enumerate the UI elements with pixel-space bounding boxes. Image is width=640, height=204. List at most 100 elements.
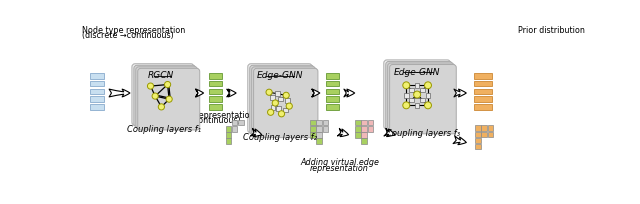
Circle shape (278, 111, 285, 117)
Bar (362, 120, 367, 125)
Text: Node type representation: Node type representation (81, 26, 185, 35)
Bar (209, 81, 222, 86)
Bar (90, 104, 104, 110)
Bar (278, 97, 283, 101)
Text: Edge-GNN: Edge-GNN (257, 71, 303, 80)
Bar (474, 96, 492, 102)
FancyBboxPatch shape (386, 61, 452, 131)
Bar (326, 104, 339, 110)
Bar (90, 81, 104, 86)
Bar (367, 126, 373, 132)
Bar (355, 132, 360, 138)
Circle shape (268, 109, 274, 115)
Text: Coupling layers f₂: Coupling layers f₂ (243, 133, 317, 142)
Bar (316, 139, 322, 144)
Bar (238, 120, 244, 125)
Circle shape (166, 96, 172, 102)
Circle shape (403, 102, 410, 109)
Bar (410, 88, 414, 92)
Bar (415, 93, 419, 98)
Bar (209, 89, 222, 94)
Bar (481, 125, 487, 131)
Bar (209, 104, 222, 110)
Bar (476, 138, 481, 143)
Circle shape (424, 82, 431, 89)
Bar (476, 144, 481, 149)
Bar (209, 96, 222, 102)
Bar (90, 96, 104, 102)
Bar (476, 125, 481, 131)
Text: Edge attribute representation: Edge attribute representation (135, 111, 255, 120)
Bar (232, 126, 237, 132)
FancyBboxPatch shape (390, 64, 456, 134)
Text: (discrete →continuous): (discrete →continuous) (81, 31, 173, 40)
Bar (323, 126, 328, 132)
Bar (326, 81, 339, 86)
Circle shape (164, 81, 171, 88)
Bar (420, 88, 425, 92)
FancyBboxPatch shape (252, 67, 316, 136)
Bar (326, 89, 339, 94)
Bar (474, 81, 492, 86)
FancyBboxPatch shape (138, 68, 200, 130)
Text: representation: representation (310, 164, 369, 173)
Bar (420, 98, 425, 102)
Bar (426, 93, 430, 98)
Bar (367, 120, 373, 125)
Bar (474, 89, 492, 94)
Bar (283, 108, 288, 112)
Bar (474, 73, 492, 79)
Bar (362, 132, 367, 138)
FancyBboxPatch shape (136, 67, 198, 129)
Bar (481, 132, 487, 137)
Text: Edge-GNN: Edge-GNN (394, 68, 440, 76)
Bar (310, 132, 316, 138)
Bar (410, 98, 414, 102)
Bar (232, 120, 237, 125)
Bar (415, 83, 419, 88)
Bar (209, 73, 222, 79)
FancyBboxPatch shape (384, 60, 451, 129)
Circle shape (403, 82, 410, 89)
Text: Coupling layers f₁: Coupling layers f₁ (127, 125, 202, 134)
FancyBboxPatch shape (132, 64, 194, 125)
Text: Adding virtual edge: Adding virtual edge (300, 159, 379, 167)
Text: (discrete →continuous): (discrete →continuous) (149, 116, 241, 125)
Bar (476, 132, 481, 137)
Bar (404, 93, 408, 98)
Bar (275, 91, 280, 96)
Bar (488, 125, 493, 131)
Bar (362, 139, 367, 144)
Bar (355, 120, 360, 125)
Circle shape (147, 83, 154, 89)
Bar (285, 98, 290, 103)
Bar (474, 104, 492, 110)
Circle shape (286, 103, 292, 109)
Bar (316, 126, 322, 132)
Text: Prior distribution: Prior distribution (518, 26, 585, 35)
Bar (271, 105, 275, 110)
Bar (415, 103, 419, 108)
Bar (270, 95, 275, 100)
Bar (326, 96, 339, 102)
Bar (355, 126, 360, 132)
Circle shape (283, 92, 289, 98)
Bar (326, 73, 339, 79)
Circle shape (272, 100, 278, 106)
Bar (415, 93, 419, 98)
FancyBboxPatch shape (250, 65, 314, 135)
Bar (362, 126, 367, 132)
Bar (310, 126, 316, 132)
FancyBboxPatch shape (248, 64, 312, 133)
Bar (316, 120, 322, 125)
Bar (226, 139, 231, 144)
Text: Coupling layers f₃: Coupling layers f₃ (387, 129, 460, 138)
Circle shape (413, 91, 420, 98)
Bar (90, 73, 104, 79)
Circle shape (152, 93, 158, 99)
Bar (90, 89, 104, 94)
Bar (226, 132, 231, 138)
FancyBboxPatch shape (388, 63, 454, 132)
Bar (310, 120, 316, 125)
FancyBboxPatch shape (253, 68, 318, 138)
